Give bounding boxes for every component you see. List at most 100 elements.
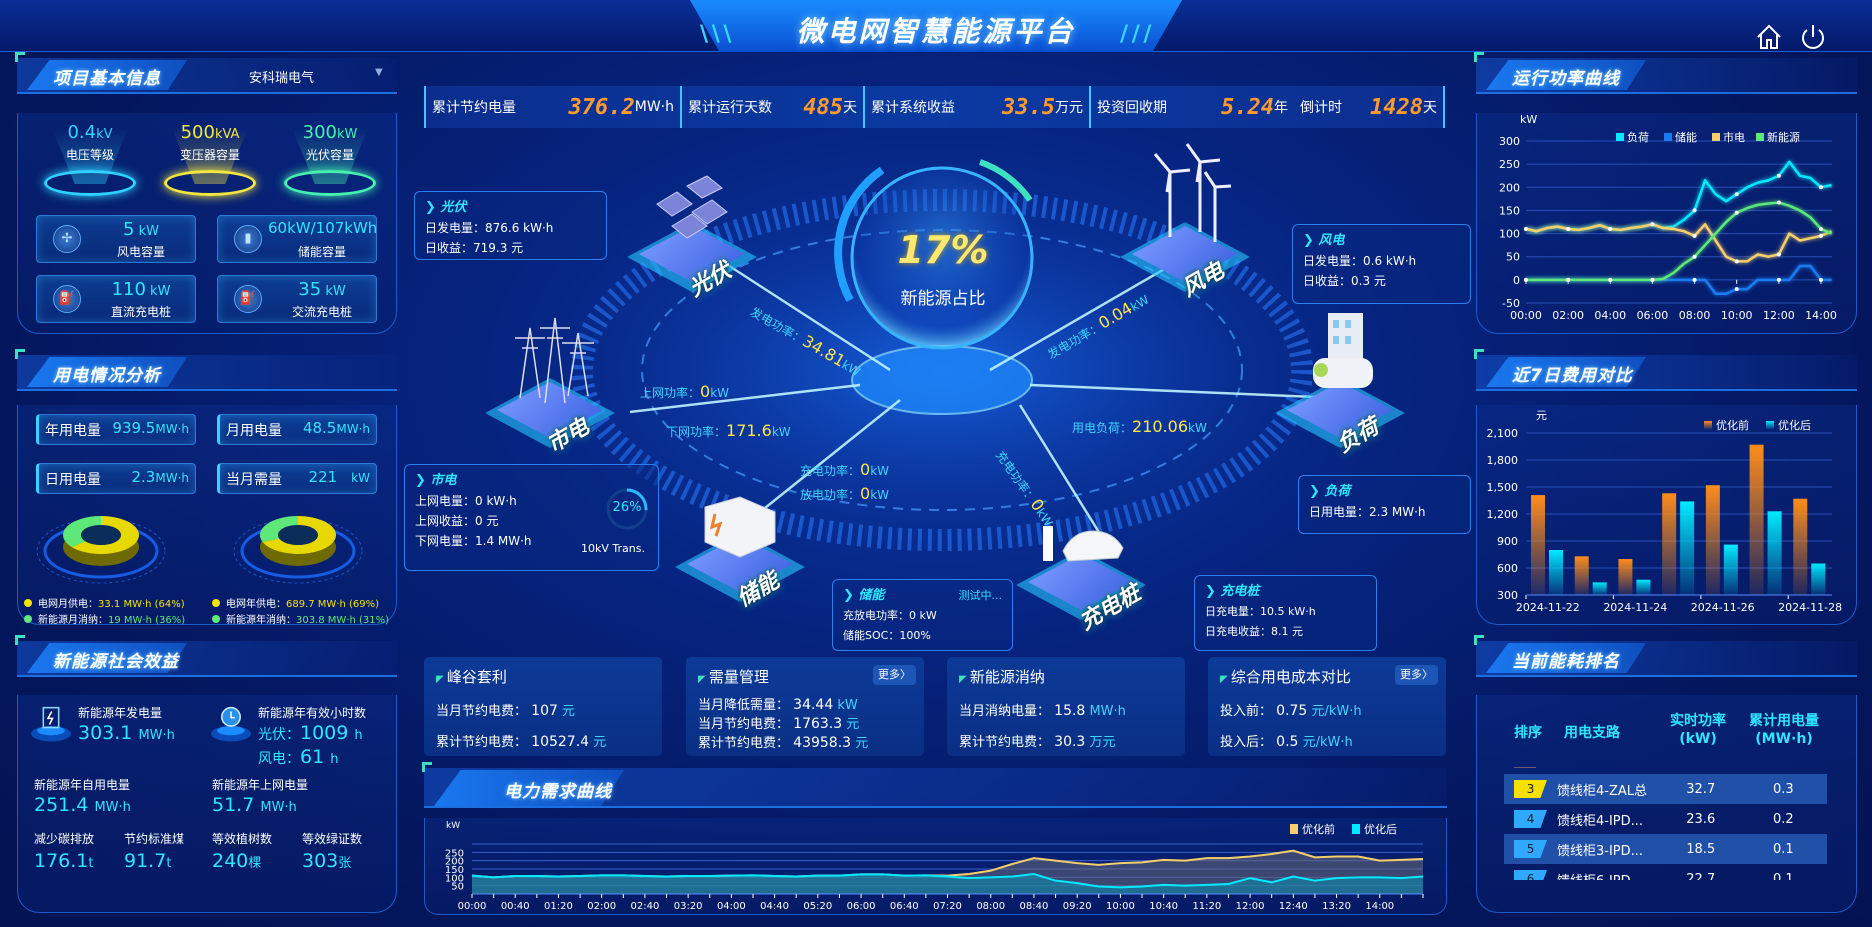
storage-status: 测试中... (958, 589, 1003, 602)
renewable-ratio-label: 新能源占比 (900, 289, 986, 309)
more-button[interactable]: 更多〉 (873, 665, 916, 685)
legend-swatch (1664, 133, 1672, 141)
panel-title: 运行功率曲线 (1512, 69, 1620, 89)
corner-icon (15, 52, 25, 62)
usage-unit: kW (351, 471, 370, 485)
bar-优化前 (1749, 444, 1764, 595)
legend-label: 优化后 (1778, 418, 1811, 432)
info-line: 日发电量：0.6 kW·h (1303, 254, 1417, 268)
col-power: 实时功率 (kW) (1670, 713, 1726, 747)
coal-label: 节约标准煤 (124, 832, 185, 846)
chevron-decoration-icon: \ \ \ (700, 22, 731, 47)
flag-icon: ◤ (1220, 674, 1231, 685)
x-tick-label: 00:40 (501, 901, 530, 912)
donut-legend-item: 新能源年消纳：303.8 MW·h (31%) (212, 611, 389, 626)
flow-label: 上网功率： (640, 386, 701, 400)
card-row-unit: 元 (562, 704, 576, 719)
card-title: 峰谷套利 (446, 668, 507, 686)
company-select[interactable]: 安科瑞电气 ▼ (217, 58, 397, 92)
chevron-down-icon: ▼ (375, 67, 383, 78)
carbon-label: 减少碳排放 (34, 832, 95, 846)
stat-countdown: 倒计时 1428 天 (1294, 86, 1445, 128)
stat-run-days: 累计运行天数 485 天 (680, 86, 863, 128)
spec-cone: 300kW 光伏容量 (280, 118, 380, 208)
card-row-unit: 元/kW·h (1302, 735, 1353, 750)
capacity-unit: kW (134, 224, 159, 239)
flag-icon: ◤ (436, 674, 447, 685)
usage-label: 当月需量 (226, 472, 282, 488)
orb-arc (834, 166, 885, 302)
legend-swatch (1756, 133, 1764, 141)
x-tick-label: 06:00 (1637, 309, 1669, 322)
x-tick-label: 05:20 (803, 901, 832, 912)
legend-dot-icon (24, 599, 32, 607)
stat-label: 倒计时 (1300, 100, 1342, 116)
benefit-card: ◤ 需量管理 更多〉 当月降低需量： 34.44 kW 当月节约电费： 1763.… (686, 657, 924, 756)
storage-info-box: ❯ 储能 测试中... 充放电功率：0 kW 储能SOC：100% (832, 579, 1013, 651)
chevron-right-icon: ❯ (1309, 484, 1325, 499)
x-tick-label: 03:20 (674, 901, 703, 912)
x-tick-label: 2024-11-22 (1516, 601, 1580, 614)
info-line: 日充电收益：8.1 元 (1205, 625, 1303, 638)
battery-container-icon (704, 496, 776, 558)
stat-value: 485 (803, 94, 843, 120)
y-tick-label: 900 (1497, 535, 1518, 548)
spec-value: 0.4 (67, 122, 97, 143)
spec-value: 300 (302, 122, 337, 143)
data-point (1608, 277, 1613, 282)
clock-icon (211, 706, 251, 742)
x-tick-label: 2024-11-28 (1778, 601, 1842, 614)
usage-unit: MW·h (155, 422, 189, 436)
spec-unit: kV (96, 127, 113, 142)
pv-hours-value: 1009 (300, 722, 349, 744)
more-button[interactable]: 更多〉 (1395, 665, 1438, 685)
stat-unit: 天 (843, 100, 857, 116)
card-row-unit: 元 (846, 717, 860, 732)
ev-car-icon (1043, 526, 1124, 562)
charger-icon: ⛽ (234, 285, 262, 313)
stat-unit: 年 (1274, 100, 1288, 116)
legend-label: 市电 (1723, 130, 1745, 144)
gen-label: 新能源年发电量 (78, 706, 163, 720)
corner-icon (1474, 349, 1484, 359)
legend-value: 19 MW·h (36%) (108, 615, 186, 626)
grid-feed-value: 51.7 (212, 794, 255, 816)
x-tick-label: 10:40 (1149, 901, 1178, 912)
stat-payback: 投资回收期 5.24 年 (1089, 86, 1294, 128)
storage-discharge-flow-label: 放电功率：0kW (800, 484, 889, 503)
series-line-优化后 (471, 872, 1424, 889)
usage-label: 日用电量 (45, 472, 101, 488)
bar-优化后 (1636, 579, 1651, 595)
area-优化后 (472, 874, 1423, 894)
card-row-label: 累计节约电费： (698, 736, 790, 751)
flow-unit: kW (870, 464, 890, 478)
self-use-value: 251.4 (34, 794, 89, 816)
home-icon[interactable] (1754, 22, 1784, 52)
bar-优化后 (1723, 544, 1738, 595)
gen-value: 303.1 (78, 722, 133, 744)
card-row-label: 当月节约电费： (436, 704, 528, 719)
data-point (1734, 192, 1739, 197)
flow-value: 0 (700, 382, 711, 401)
energy-flow-diagram (542, 159, 1342, 560)
card-row-label: 累计节约电费： (436, 735, 528, 750)
load-flow-label: 用电负荷：210.06kW (1072, 417, 1207, 436)
stat-value: 5.24 (1221, 94, 1274, 120)
info-title-text: 光伏 (440, 200, 467, 215)
benefit-card: ◤ 新能源消纳 当月消纳电量： 15.8 MW·h 累计节约电费： 30.3 万元 (947, 657, 1185, 756)
info-title-text: 储能 (858, 588, 885, 603)
x-tick-label: 04:00 (1594, 309, 1626, 322)
power-icon[interactable] (1798, 22, 1828, 52)
bar-优化后 (1549, 550, 1563, 595)
tree-label: 等效植树数 (212, 832, 273, 846)
card-row-label: 投入前： (1220, 704, 1273, 719)
y-axis-unit: kW (1520, 113, 1537, 126)
capacity-value: 5 (123, 219, 135, 240)
bar-优化后 (1680, 501, 1695, 595)
card-title: 新能源消纳 (969, 668, 1045, 686)
renewable-ratio-value: 17% (897, 228, 989, 272)
load-info-box: ❯ 负荷 日用电量：2.3 MW·h (1298, 475, 1471, 534)
x-tick-label: 01:20 (544, 901, 573, 912)
data-point (1819, 277, 1823, 282)
